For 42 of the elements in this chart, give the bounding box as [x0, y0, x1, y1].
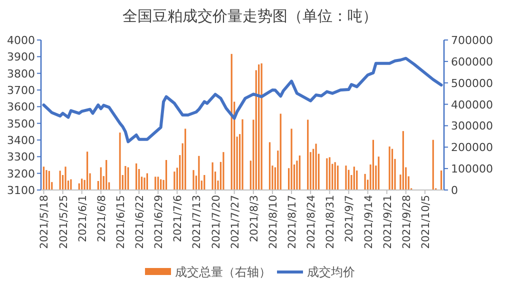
- y2-tick-label: 600000: [451, 55, 493, 68]
- y-tick-label: 4000: [7, 34, 35, 47]
- y-tick-label: 3800: [7, 67, 35, 80]
- y2-tick-label: 200000: [451, 141, 493, 154]
- y2-tick-label: 300000: [451, 120, 493, 133]
- y-tick-label: 3900: [7, 50, 35, 64]
- legend-label: 成交均价: [307, 265, 355, 279]
- x-tick-label: 2021/6/29: [153, 195, 166, 249]
- x-tick-label: 2021/5/18: [38, 195, 51, 249]
- y-tick-label: 3600: [7, 100, 35, 114]
- y-tick-label: 3500: [7, 117, 35, 130]
- x-tick-label: 2021/7/6: [172, 194, 184, 242]
- x-tick-label: 2021/8/3: [248, 195, 260, 242]
- y-tick-label: 3300: [7, 150, 35, 164]
- y-tick-label: 3100: [7, 184, 35, 197]
- x-tick-label: 2021/7/20: [210, 195, 222, 249]
- x-tick-label: 2021/9/28: [400, 195, 413, 249]
- x-tick-label: 2021/8/24: [306, 194, 318, 249]
- y2-tick-label: 400000: [451, 98, 493, 112]
- y2-tick-label: 700000: [451, 34, 493, 47]
- legend-label: 成交总量（右轴）: [175, 265, 271, 279]
- x-tick-label: 2021/8/31: [324, 195, 337, 249]
- x-tick-label: 2021/10/5: [420, 195, 432, 249]
- y-tick-label: 3400: [7, 134, 35, 147]
- x-tick-label: 2021/9/21: [382, 195, 394, 249]
- x-tick-label: 2021/6/22: [134, 195, 146, 249]
- x-tick-label: 2021/6/1: [76, 195, 89, 242]
- x-tick-label: 2021/9/7: [344, 195, 356, 242]
- y2-tick-label: 0: [451, 184, 458, 197]
- chart-title: 全国豆粕成交价量走势图（单位：吨）: [122, 7, 378, 25]
- x-tick-label: 2021/6/8: [96, 195, 108, 242]
- x-tick-label: 2021/7/27: [229, 195, 242, 249]
- y-tick-label: 3700: [7, 84, 35, 97]
- x-tick-label: 2021/8/10: [267, 195, 280, 249]
- x-tick-label: 2021/5/25: [58, 195, 70, 249]
- x-tick-label: 2021/7/13: [191, 195, 204, 249]
- x-tick-label: 2021/9/14: [362, 194, 375, 249]
- y2-tick-label: 100000: [451, 162, 493, 176]
- x-tick-label: 2021/6/15: [114, 195, 127, 249]
- y2-tick-label: 500000: [451, 76, 493, 90]
- y-tick-label: 3200: [7, 167, 35, 180]
- x-tick-label: 2021/8/17: [286, 195, 299, 249]
